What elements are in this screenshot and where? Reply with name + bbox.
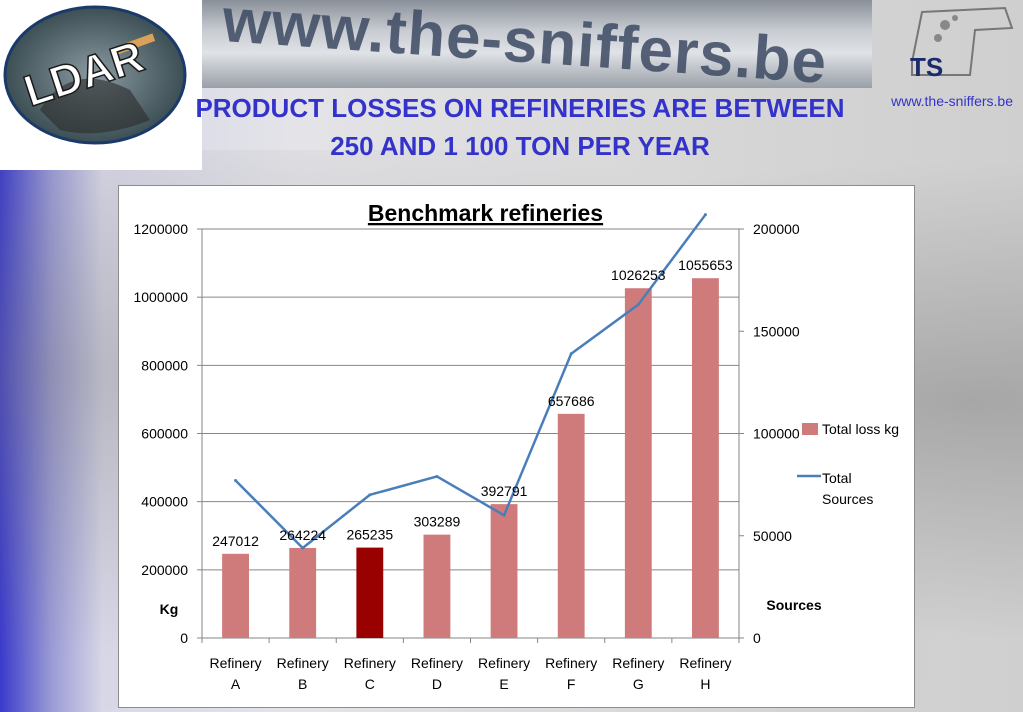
left-axis-tick-label: 200000 xyxy=(141,562,188,578)
gridlines xyxy=(201,228,740,639)
x-axis-category-label: Refinery F xyxy=(545,655,597,692)
left-axis-tick-label: 400000 xyxy=(141,494,188,510)
right-axis-tick-label: 150000 xyxy=(753,323,800,339)
bar-data-label: 303289 xyxy=(414,514,461,530)
banner-text: www.the-sniffers.be xyxy=(220,0,830,88)
bar xyxy=(356,547,384,638)
ts-logo: TS xyxy=(900,0,1023,90)
bar-data-label: 392791 xyxy=(481,483,528,499)
left-axis-tick-label: 600000 xyxy=(141,426,188,442)
line-point xyxy=(435,474,439,478)
bar xyxy=(222,553,249,638)
labels: Benchmark refineries 247012 264224 265235 30… xyxy=(212,200,733,549)
left-axis-tick-label: 1000000 xyxy=(133,289,188,305)
x-axis-category-label: Refinery H xyxy=(679,655,731,692)
line-point xyxy=(569,352,573,356)
bar xyxy=(289,547,317,638)
line-series-path xyxy=(234,213,707,550)
right-axis-tick-label: 0 xyxy=(753,630,761,646)
axes: 0 200000 400000 600000 800000 1000000 1200000 0… xyxy=(133,221,821,692)
bar-data-label: 247012 xyxy=(212,533,259,549)
bar-data-label: 657686 xyxy=(548,393,595,409)
bar-series xyxy=(222,278,719,638)
bar xyxy=(423,534,451,638)
page-title-line-2: 250 AND 1 100 TON PER YEAR xyxy=(330,131,710,161)
page-title: PRODUCT LOSSES ON REFINERIES ARE BETWEEN… xyxy=(110,89,930,165)
legend-label-line: Total Sources xyxy=(822,470,873,507)
line-point xyxy=(234,479,238,483)
line-point xyxy=(368,493,372,497)
chart-legend: Total loss kg Total Sources xyxy=(797,421,899,507)
bar xyxy=(624,288,652,638)
benchmark-chart: 0 200000 400000 600000 800000 1000000 1200000 0… xyxy=(133,200,899,692)
legend-label-bars: Total loss kg xyxy=(822,421,899,437)
site-url: www.the-sniffers.be xyxy=(891,93,1013,109)
bar-data-label: 1055653 xyxy=(678,257,733,273)
page-title-line-1: PRODUCT LOSSES ON REFINERIES ARE BETWEEN xyxy=(195,93,845,123)
left-axis-tick-label: 800000 xyxy=(141,357,188,373)
left-axis-tick-label: 0 xyxy=(180,630,188,646)
chart-title: Benchmark refineries xyxy=(368,200,603,226)
left-axis-label: Kg xyxy=(160,601,179,617)
right-axis-label: Sources xyxy=(766,597,821,613)
bar xyxy=(692,278,719,638)
ts-logo-text: TS xyxy=(910,52,943,82)
bar-data-label: 264224 xyxy=(279,527,326,543)
left-axis-tick-label: 1200000 xyxy=(133,221,188,237)
right-axis-tick-label: 100000 xyxy=(753,426,800,442)
chart-panel: 0 200000 400000 600000 800000 1000000 1200000 0… xyxy=(118,185,915,708)
x-axis-category-label: Refinery D xyxy=(411,655,463,692)
ldar-logo: LDAR xyxy=(0,0,202,170)
line-point xyxy=(301,546,305,550)
bar-data-label: 1026253 xyxy=(611,267,666,283)
x-axis-category-label: Refinery A xyxy=(209,655,261,692)
line-point xyxy=(502,513,506,517)
line-point xyxy=(703,213,707,217)
right-axis-tick-label: 50000 xyxy=(753,528,792,544)
x-axis-category-label: Refinery C xyxy=(344,655,396,692)
bar-data-label: 265235 xyxy=(346,527,393,543)
bar xyxy=(490,504,518,638)
line-point xyxy=(636,303,640,307)
bar xyxy=(557,413,585,638)
x-axis-category-label: Refinery E xyxy=(478,655,530,692)
banner-image: www.the-sniffers.be xyxy=(202,0,872,88)
x-axis-category-label: Refinery G xyxy=(612,655,664,692)
line-series xyxy=(234,213,707,550)
right-axis-tick-label: 200000 xyxy=(753,221,800,237)
x-axis-category-label: Refinery B xyxy=(277,655,329,692)
legend-swatch-bars xyxy=(802,423,818,435)
